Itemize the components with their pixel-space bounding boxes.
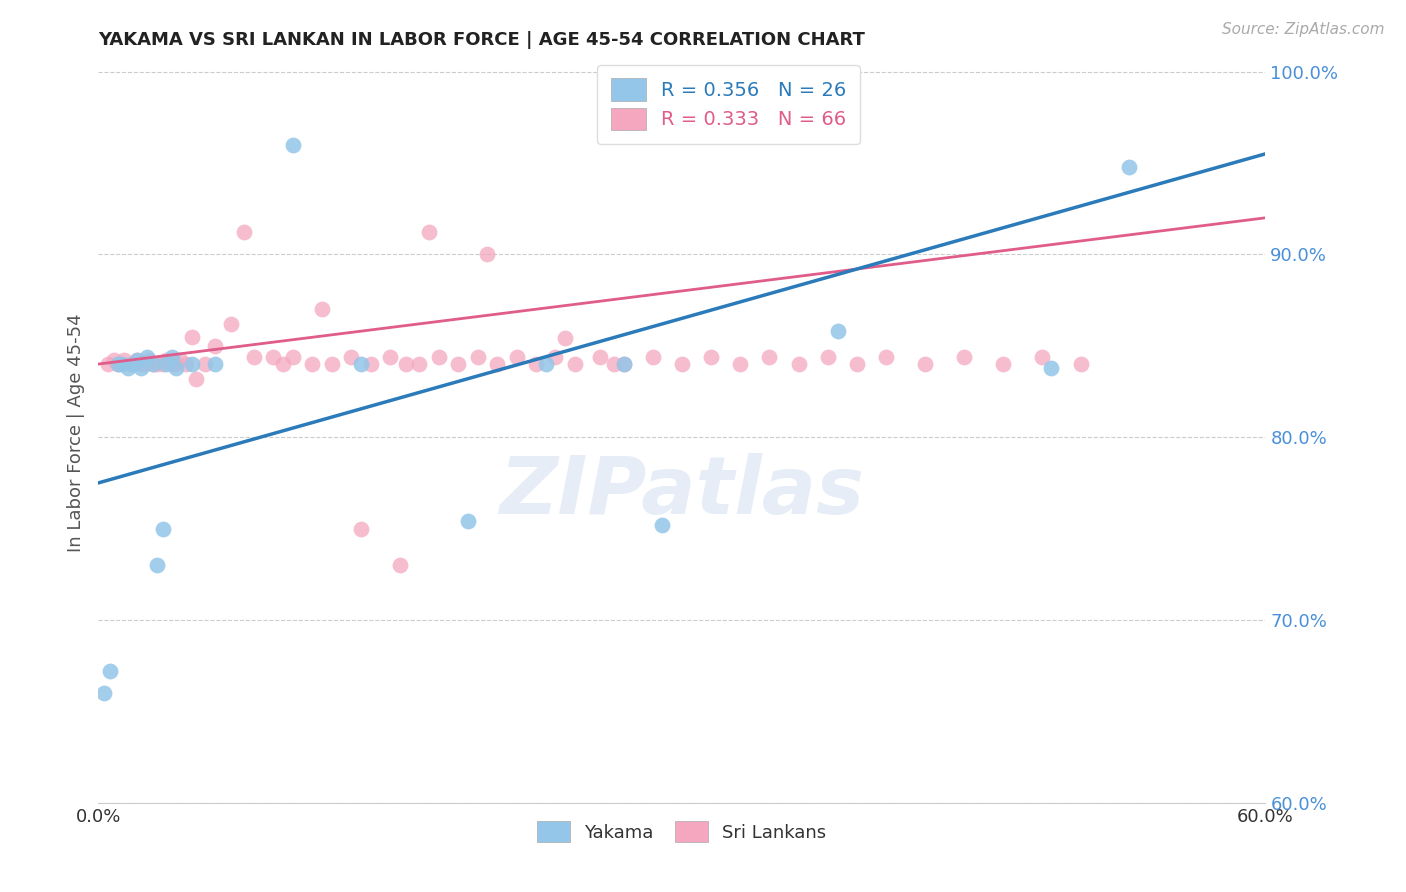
Point — [194, 357, 217, 371]
Point — [817, 350, 839, 364]
Legend: Yakama, Sri Lankans: Yakama, Sri Lankans — [530, 814, 834, 849]
Point — [1118, 160, 1140, 174]
Point — [138, 353, 160, 368]
Point — [184, 372, 207, 386]
Point — [204, 339, 226, 353]
Point — [146, 558, 169, 573]
Point — [564, 357, 586, 371]
Point — [418, 226, 440, 240]
Point — [641, 350, 664, 364]
Point — [486, 357, 509, 371]
Point — [991, 357, 1014, 371]
Point — [914, 357, 936, 371]
Point — [340, 350, 363, 364]
Point — [311, 302, 333, 317]
Point — [112, 353, 135, 368]
Point — [162, 357, 184, 371]
Point — [134, 357, 156, 371]
Point — [262, 350, 284, 364]
Text: YAKAMA VS SRI LANKAN IN LABOR FORCE | AGE 45-54 CORRELATION CHART: YAKAMA VS SRI LANKAN IN LABOR FORCE | AG… — [98, 31, 865, 49]
Point — [107, 357, 129, 371]
Point — [758, 350, 780, 364]
Point — [155, 353, 177, 368]
Point — [651, 517, 673, 532]
Point — [129, 360, 152, 375]
Point — [360, 357, 382, 371]
Point — [350, 522, 373, 536]
Point — [505, 350, 527, 364]
Point — [142, 357, 165, 371]
Point — [1040, 360, 1063, 375]
Point — [98, 664, 121, 678]
Y-axis label: In Labor Force | Age 45-54: In Labor Force | Age 45-54 — [66, 313, 84, 552]
Point — [169, 353, 191, 368]
Point — [388, 558, 411, 573]
Point — [827, 324, 849, 338]
Point — [233, 226, 256, 240]
Text: ZIPatlas: ZIPatlas — [499, 453, 865, 531]
Point — [1070, 357, 1092, 371]
Point — [589, 350, 612, 364]
Point — [118, 357, 141, 371]
Point — [457, 514, 479, 528]
Point — [534, 357, 557, 371]
Point — [281, 137, 304, 152]
Point — [162, 350, 184, 364]
Point — [122, 357, 145, 371]
Point — [271, 357, 294, 371]
Point — [846, 357, 869, 371]
Point — [524, 357, 547, 371]
Point — [219, 317, 242, 331]
Text: Source: ZipAtlas.com: Source: ZipAtlas.com — [1222, 22, 1385, 37]
Point — [875, 350, 897, 364]
Point — [129, 357, 152, 371]
Point — [477, 247, 499, 261]
Point — [787, 357, 810, 371]
Point — [427, 350, 450, 364]
Point — [301, 357, 323, 371]
Point — [165, 360, 187, 375]
Point — [142, 357, 165, 371]
Point — [408, 357, 430, 371]
Point — [152, 357, 174, 371]
Point — [103, 353, 125, 368]
Point — [180, 329, 202, 343]
Point — [93, 686, 115, 700]
Point — [953, 350, 976, 364]
Point — [395, 357, 418, 371]
Point — [613, 357, 636, 371]
Point — [204, 357, 226, 371]
Point — [554, 331, 576, 345]
Point — [180, 357, 202, 371]
Point — [111, 357, 134, 371]
Point — [321, 357, 343, 371]
Point — [467, 350, 489, 364]
Point — [544, 350, 567, 364]
Point — [447, 357, 470, 371]
Point — [165, 357, 187, 371]
Point — [380, 350, 402, 364]
Point — [350, 357, 373, 371]
Point — [107, 357, 129, 371]
Point — [613, 357, 636, 371]
Point — [603, 357, 626, 371]
Point — [127, 353, 149, 368]
Point — [174, 357, 197, 371]
Point — [671, 357, 693, 371]
Point — [730, 357, 752, 371]
Point — [243, 350, 266, 364]
Point — [127, 353, 149, 368]
Point — [155, 357, 177, 371]
Point — [281, 350, 304, 364]
Point — [152, 522, 174, 536]
Point — [97, 357, 120, 371]
Point — [700, 350, 723, 364]
Point — [117, 360, 139, 375]
Point — [146, 357, 169, 371]
Point — [122, 357, 145, 371]
Point — [136, 350, 159, 364]
Point — [1031, 350, 1053, 364]
